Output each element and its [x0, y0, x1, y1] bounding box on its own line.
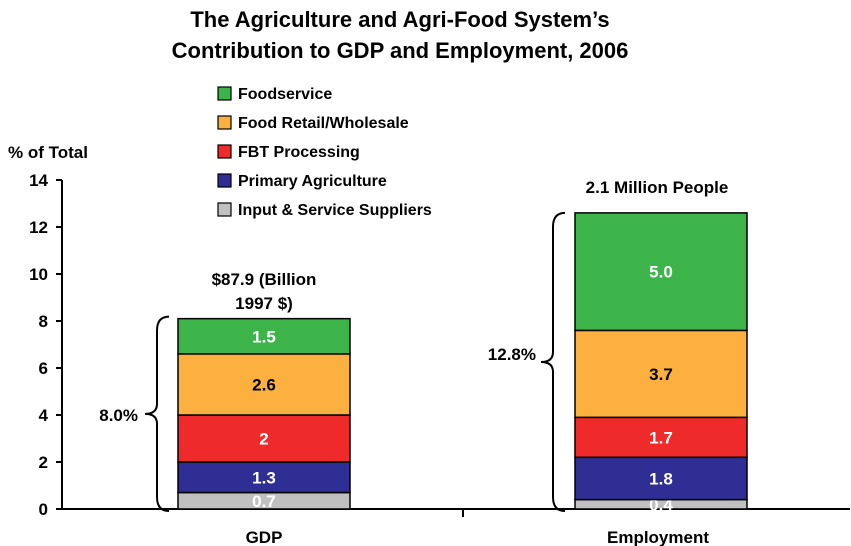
bar-segment — [574, 329, 748, 419]
legend-swatch — [217, 86, 232, 101]
bar-value-label: 0.7 — [252, 492, 276, 511]
bar-annotation: 1997 $) — [235, 294, 293, 313]
brace — [144, 315, 170, 512]
y-tick-label: 8 — [39, 312, 48, 331]
x-tick-label: Employment — [607, 528, 709, 546]
bar-annotation: $87.9 (Billion — [212, 270, 317, 289]
y-axis-label: % of Total — [8, 143, 88, 162]
bar-value-label: 2.6 — [252, 375, 276, 394]
legend-swatch — [217, 115, 232, 130]
y-tick-label: 0 — [39, 500, 48, 519]
total-label: 8.0% — [99, 406, 138, 425]
chart-title: The Agriculture and Agri-Food System’s — [190, 7, 609, 32]
y-tick-label: 2 — [39, 453, 48, 472]
bar-value-label: 2 — [259, 430, 268, 449]
legend-swatch — [217, 202, 232, 217]
legend-label: Foodservice — [238, 86, 332, 103]
bar-segment — [177, 414, 351, 463]
bar-segment — [177, 353, 351, 416]
bar-segment — [177, 317, 351, 355]
bar-value-label: 1.3 — [252, 468, 276, 487]
y-tick-label: 4 — [39, 406, 49, 425]
y-tick-label: 10 — [29, 265, 48, 284]
y-tick-label: 12 — [29, 218, 48, 237]
bar-segment — [574, 456, 748, 501]
bar-segment — [177, 461, 351, 494]
y-tick-label: 14 — [29, 171, 48, 190]
bar-segment — [574, 416, 748, 459]
legend-label: Primary Agriculture — [238, 173, 387, 190]
bar-value-label: 1.5 — [252, 327, 276, 346]
bar-annotation: 2.1 Million People — [586, 178, 729, 197]
total-label: 12.8% — [488, 345, 536, 364]
legend-label: Input & Service Suppliers — [238, 202, 432, 219]
bar-value-label: 5.0 — [649, 263, 673, 282]
y-tick-label: 6 — [39, 359, 48, 378]
bar-value-label: 1.7 — [649, 428, 673, 447]
chart-title: Contribution to GDP and Employment, 2006 — [172, 38, 629, 63]
legend-label: Food Retail/Wholesale — [238, 115, 409, 132]
legend-swatch — [217, 173, 232, 188]
bar-value-label: 1.8 — [649, 469, 673, 488]
bar-segment — [574, 212, 748, 332]
bar-value-label: 3.7 — [649, 365, 673, 384]
brace — [540, 211, 566, 512]
x-tick-label: GDP — [246, 528, 283, 546]
legend-label: FBT Processing — [238, 144, 360, 161]
legend-swatch — [217, 144, 232, 159]
